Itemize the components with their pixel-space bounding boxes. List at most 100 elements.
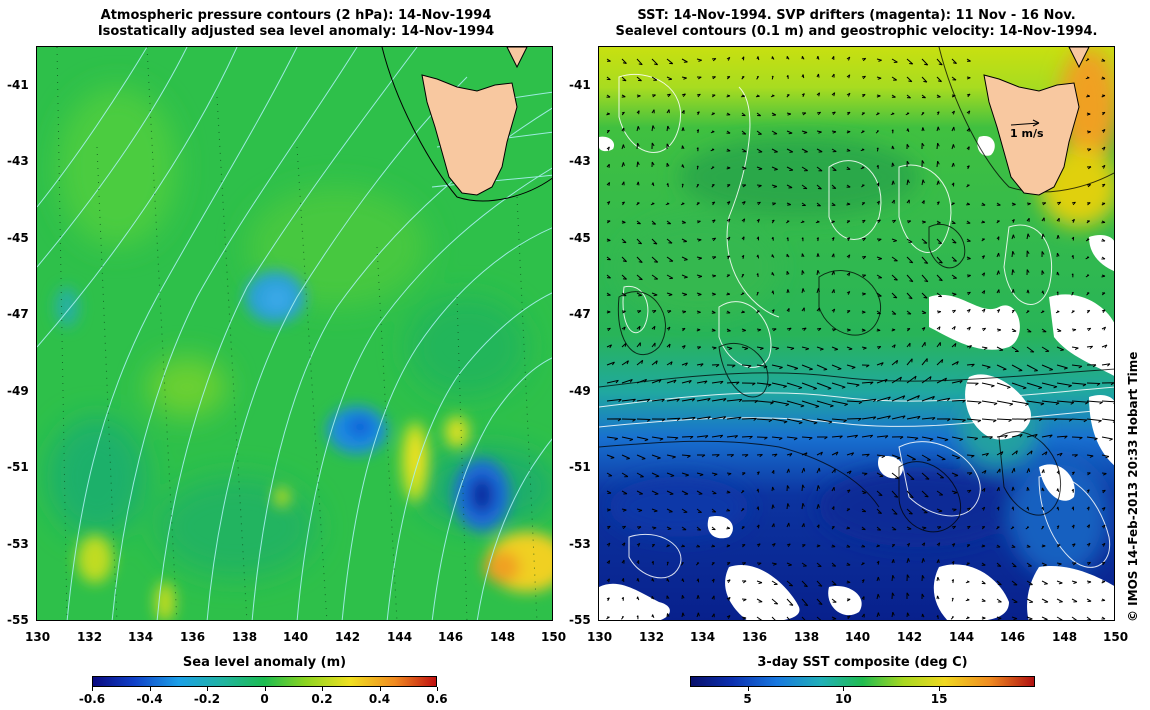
velocity-arrow <box>1026 289 1030 294</box>
velocity-arrow <box>996 364 1007 371</box>
velocity-arrow <box>816 73 820 78</box>
velocity-arrow <box>651 379 662 384</box>
velocity-arrow <box>921 417 936 421</box>
velocity-arrow <box>936 595 940 600</box>
velocity-arrow <box>876 454 886 459</box>
velocity-arrow <box>771 236 774 241</box>
velocity-arrow <box>726 328 731 332</box>
velocity-arrow <box>741 236 745 241</box>
velocity-arrow <box>951 472 959 477</box>
lat-tick: -51 <box>569 460 591 474</box>
velocity-arrow <box>711 398 727 402</box>
velocity-arrow <box>726 76 731 80</box>
velocity-arrow <box>921 341 926 348</box>
velocity-arrow <box>1101 400 1114 405</box>
velocity-arrow <box>726 56 731 61</box>
velocity-arrow <box>891 180 895 186</box>
velocity-arrow <box>786 543 791 547</box>
velocity-arrow <box>666 109 670 114</box>
velocity-arrow <box>831 435 843 439</box>
velocity-arrow <box>831 220 835 224</box>
velocity-arrow <box>681 612 685 618</box>
velocity-arrow <box>801 288 805 294</box>
velocity-arrow <box>950 616 954 620</box>
velocity-arrow <box>936 76 942 83</box>
velocity-arrow <box>1026 202 1031 206</box>
velocity-arrow <box>1026 217 1030 222</box>
velocity-arrow <box>741 166 747 170</box>
velocity-arrow <box>741 201 746 205</box>
lon-tick: 136 <box>180 630 206 644</box>
velocity-arrow <box>711 237 717 242</box>
velocity-arrow <box>1071 201 1076 206</box>
velocity-arrow <box>1101 363 1111 367</box>
velocity-arrow <box>606 578 610 583</box>
velocity-arrow <box>846 56 851 61</box>
velocity-arrow <box>906 160 910 168</box>
velocity-arrow <box>921 238 928 244</box>
velocity-arrow <box>936 111 940 116</box>
velocity-arrow <box>1071 471 1075 476</box>
lat-tick: -55 <box>7 613 29 627</box>
velocity-arrow <box>951 238 957 244</box>
velocity-arrow <box>921 376 932 384</box>
velocity-arrow <box>1011 269 1015 276</box>
velocity-arrow <box>936 472 944 479</box>
velocity-arrow <box>996 468 1001 474</box>
cloud-gaps <box>599 136 1114 620</box>
velocity-arrow <box>696 292 702 296</box>
geostrophic-velocity-arrows <box>606 55 1114 620</box>
velocity-arrow <box>696 435 709 439</box>
velocity-arrow <box>741 218 746 223</box>
velocity-arrow <box>1086 506 1090 511</box>
velocity-arrow <box>696 416 711 420</box>
velocity-arrow <box>831 486 835 492</box>
velocity-arrow <box>1086 345 1094 349</box>
right-colorbar-tick-mark <box>747 687 749 691</box>
velocity-arrow <box>741 76 745 80</box>
velocity-arrow <box>786 400 805 408</box>
velocity-arrow <box>726 381 740 385</box>
velocity-arrow <box>981 418 997 423</box>
left-colorbar-tick-label: -0.6 <box>78 692 106 706</box>
velocity-arrow <box>1101 202 1106 206</box>
velocity-arrow <box>651 614 655 618</box>
velocity-arrow <box>771 436 783 441</box>
velocity-scale-arrow: 1 m/s <box>1010 119 1044 140</box>
velocity-arrow <box>741 148 747 153</box>
lon-tick: 140 <box>845 630 871 644</box>
velocity-arrow <box>636 142 640 150</box>
velocity-arrow <box>696 111 700 116</box>
velocity-arrow <box>966 165 970 170</box>
velocity-arrow <box>1011 218 1015 223</box>
velocity-arrow <box>606 220 611 224</box>
velocity-arrow <box>606 436 619 441</box>
velocity-arrow <box>636 436 649 442</box>
velocity-arrow <box>636 508 643 512</box>
velocity-arrow <box>846 290 851 295</box>
velocity-arrow <box>1101 580 1106 584</box>
velocity-arrow <box>846 382 860 387</box>
velocity-arrow <box>981 220 986 224</box>
velocity-arrow <box>800 220 805 224</box>
velocity-arrow <box>636 94 641 98</box>
velocity-arrow <box>936 490 944 496</box>
velocity-arrow <box>846 489 851 493</box>
velocity-arrow <box>951 361 959 366</box>
velocity-arrow <box>726 112 731 116</box>
velocity-arrow <box>697 454 706 458</box>
velocity-arrow <box>1041 506 1045 511</box>
velocity-arrow <box>681 145 685 150</box>
velocity-arrow <box>711 595 715 600</box>
velocity-arrow <box>1101 598 1106 602</box>
velocity-arrow <box>621 578 625 582</box>
velocity-arrow <box>636 256 643 263</box>
velocity-arrow <box>861 562 865 566</box>
velocity-arrow <box>861 490 867 494</box>
velocity-arrow <box>771 364 783 370</box>
velocity-arrow <box>891 274 898 281</box>
velocity-arrow <box>831 289 835 294</box>
velocity-arrow <box>756 418 773 423</box>
velocity-arrow <box>816 524 820 529</box>
lat-tick: -47 <box>7 307 29 321</box>
